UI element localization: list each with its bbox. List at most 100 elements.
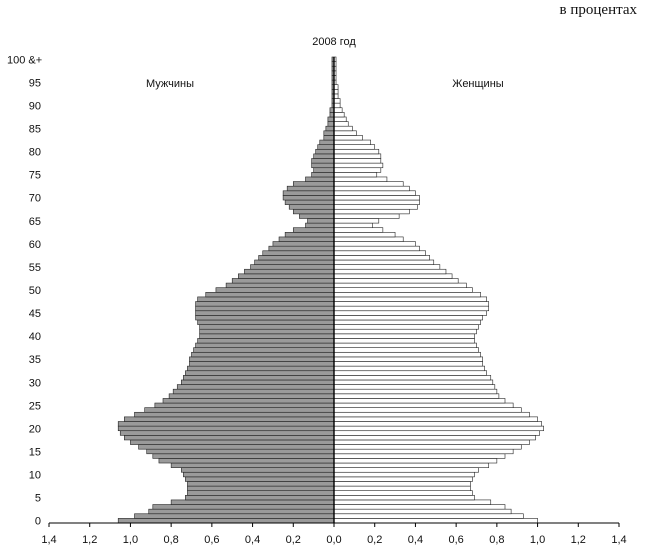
female-bar-age-74 [333, 176, 388, 182]
male-bar-age-72 [286, 185, 335, 192]
y-tick-label: 30 [29, 377, 41, 389]
chart-title: 2008 год [312, 36, 356, 48]
male-bar-age-7 [187, 485, 335, 491]
female-bar-age-89 [333, 107, 343, 113]
male-bar-age-12 [170, 462, 335, 468]
male-series-label: Мужчины [146, 78, 194, 90]
male-bar-age-81 [317, 144, 335, 150]
male-bar-age-32 [185, 370, 335, 376]
female-bar-age-46 [333, 305, 490, 312]
female-bar-age-6 [333, 490, 473, 496]
y-tick-label: 15 [29, 446, 41, 458]
female-bar-age-8 [333, 481, 471, 487]
female-bar-age-78 [333, 158, 382, 164]
female-series-label: Женщины [452, 78, 503, 90]
male-bar-age-54 [244, 268, 335, 275]
male-bar-age-36 [191, 351, 335, 358]
female-bar-age-14 [333, 453, 506, 459]
y-tick-label: 80 [29, 147, 41, 159]
female-bar-age-42 [333, 324, 479, 330]
y-tick-label: 5 [35, 493, 41, 505]
female-bar-age-23 [333, 411, 530, 418]
female-bar-age-70 [333, 195, 420, 201]
female-bar-age-90 [333, 102, 341, 109]
male-bar-age-5 [185, 495, 335, 501]
y-tick-label: 35 [29, 354, 41, 366]
male-bar-age-76 [313, 167, 335, 173]
female-bar-age-64 [333, 222, 373, 229]
female-bar-age-49 [333, 292, 481, 298]
female-bar-age-80 [333, 148, 380, 155]
male-bar-age-3 [152, 504, 335, 510]
y-tick-label: 65 [29, 216, 41, 228]
female-bar-age-48 [333, 296, 487, 302]
male-bar-age-33 [187, 365, 335, 372]
female-bar-age-40 [333, 333, 475, 339]
female-bar-age-68 [333, 204, 418, 210]
female-bar-age-11 [333, 467, 479, 473]
female-bar-age-5 [333, 495, 475, 501]
y-tick-label: 55 [29, 262, 41, 274]
male-bar-age-46 [195, 305, 335, 312]
female-bar-age-4 [333, 499, 492, 505]
male-bar-age-1 [134, 513, 335, 519]
male-bar-age-23 [134, 411, 335, 418]
female-bar-age-33 [333, 365, 485, 372]
male-bar-age-60 [272, 241, 335, 247]
male-bar-age-21 [117, 421, 335, 427]
x-tick-label: 1,0 [530, 534, 545, 546]
female-bar-age-47 [333, 301, 490, 307]
male-bar-age-55 [250, 264, 335, 270]
female-bar-age-22 [333, 416, 538, 422]
male-bar-age-63 [292, 227, 335, 233]
unit-note: в процентах [559, 2, 637, 18]
male-bar-age-80 [315, 148, 335, 155]
y-tick-label: 10 [29, 470, 41, 482]
female-bar-age-39 [333, 338, 475, 344]
female-bar-age-88 [333, 112, 345, 118]
x-tick-label: 1,4 [611, 534, 626, 546]
male-bar-age-62 [284, 232, 335, 238]
male-bar-age-78 [311, 158, 335, 164]
female-bar-age-38 [333, 342, 477, 348]
male-bar-age-30 [181, 379, 335, 385]
female-bar-age-30 [333, 379, 494, 385]
female-bar-age-61 [333, 236, 404, 242]
female-bar-age-58 [333, 250, 426, 256]
female-bar-age-31 [333, 375, 492, 381]
female-bar-age-59 [333, 245, 420, 252]
male-bar-age-82 [319, 139, 335, 145]
female-bar-age-45 [333, 310, 487, 316]
female-bar-age-69 [333, 199, 420, 205]
male-bar-age-49 [205, 292, 335, 298]
female-bar-age-63 [333, 227, 384, 233]
male-bar-age-68 [288, 204, 335, 210]
axes [49, 57, 619, 524]
x-tick-label: 0,4 [245, 534, 260, 546]
female-bar-age-87 [333, 116, 347, 122]
female-bar-age-44 [333, 315, 483, 321]
male-bar-age-47 [195, 301, 335, 307]
y-tick-label: 100 &+ [7, 54, 42, 66]
male-bar-age-70 [282, 195, 335, 201]
female-bar-age-60 [333, 241, 416, 247]
x-tick-label: 0,8 [163, 534, 178, 546]
male-bar-age-58 [262, 250, 335, 256]
male-bar-age-29 [176, 384, 335, 390]
male-bar-age-87 [327, 116, 335, 122]
y-tick-label: 25 [29, 400, 41, 412]
male-bar-age-83 [323, 135, 335, 141]
male-bar-age-22 [124, 416, 335, 422]
male-bar-age-74 [305, 176, 335, 182]
male-bar-age-35 [189, 356, 335, 362]
female-bar-age-54 [333, 268, 447, 275]
female-bar-age-17 [333, 439, 530, 445]
female-bar-age-51 [333, 282, 467, 288]
male-bar-age-37 [193, 347, 335, 353]
female-bar-age-55 [333, 264, 441, 270]
male-bar-age-25 [154, 402, 335, 408]
y-tick-label: 40 [29, 331, 41, 343]
y-tick-label: 45 [29, 308, 41, 320]
male-bar-age-34 [189, 361, 335, 367]
